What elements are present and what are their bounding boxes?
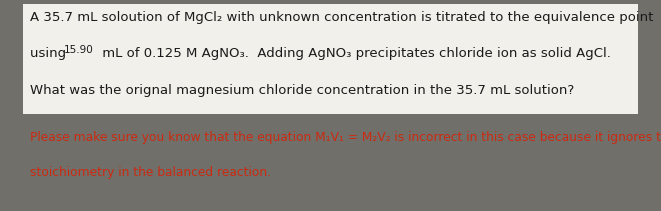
Text: mL of 0.125 M AgNO₃.  Adding AgNO₃ precipitates chloride ion as solid AgCl.: mL of 0.125 M AgNO₃. Adding AgNO₃ precip…: [98, 47, 611, 61]
Text: stoichiometry in the balanced reaction.: stoichiometry in the balanced reaction.: [30, 166, 271, 179]
Text: using: using: [30, 47, 70, 61]
Text: 15.90: 15.90: [64, 45, 94, 55]
Text: A 35.7 mL soloution of MgCl₂ with unknown concentration is titrated to the equiv: A 35.7 mL soloution of MgCl₂ with unknow…: [30, 11, 653, 24]
Text: What was the orignal magnesium chloride concentration in the 35.7 mL solution?: What was the orignal magnesium chloride …: [30, 84, 574, 97]
FancyBboxPatch shape: [23, 4, 638, 114]
Text: Please make sure you know that the equation M₁V₁ = M₂V₂ is incorrect in this cas: Please make sure you know that the equat…: [30, 131, 661, 144]
